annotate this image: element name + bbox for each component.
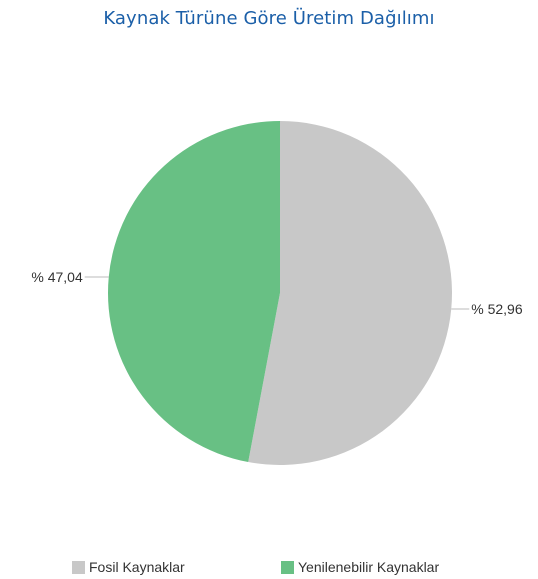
data-label-0: % 52,96 — [471, 301, 523, 317]
pie-slices — [107, 121, 452, 465]
pie-chart: % 52,96 % 47,04 — [31, 121, 523, 465]
legend-swatch-yenilenebilir — [281, 560, 294, 574]
chart-title: Kaynak Türüne Göre Üretim Dağılımı — [103, 8, 435, 29]
chart-legend: Fosil Kaynaklar Yenilenebilir Kaynaklar — [0, 559, 538, 579]
legend-label-yenilenebilir: Yenilenebilir Kaynaklar — [298, 559, 440, 575]
data-label-1: % 47,04 — [31, 269, 83, 285]
legend-swatch-fosil — [72, 560, 85, 574]
pie-data-labels: % 52,96 % 47,04 — [31, 269, 522, 317]
pie-slice-0[interactable] — [248, 121, 452, 465]
legend-label-fosil: Fosil Kaynaklar — [89, 559, 185, 575]
legend-item-fosil[interactable]: Fosil Kaynaklar — [72, 559, 185, 575]
legend-item-yenilenebilir[interactable]: Yenilenebilir Kaynaklar — [281, 559, 439, 575]
pie-slice-1[interactable] — [107, 121, 281, 463]
